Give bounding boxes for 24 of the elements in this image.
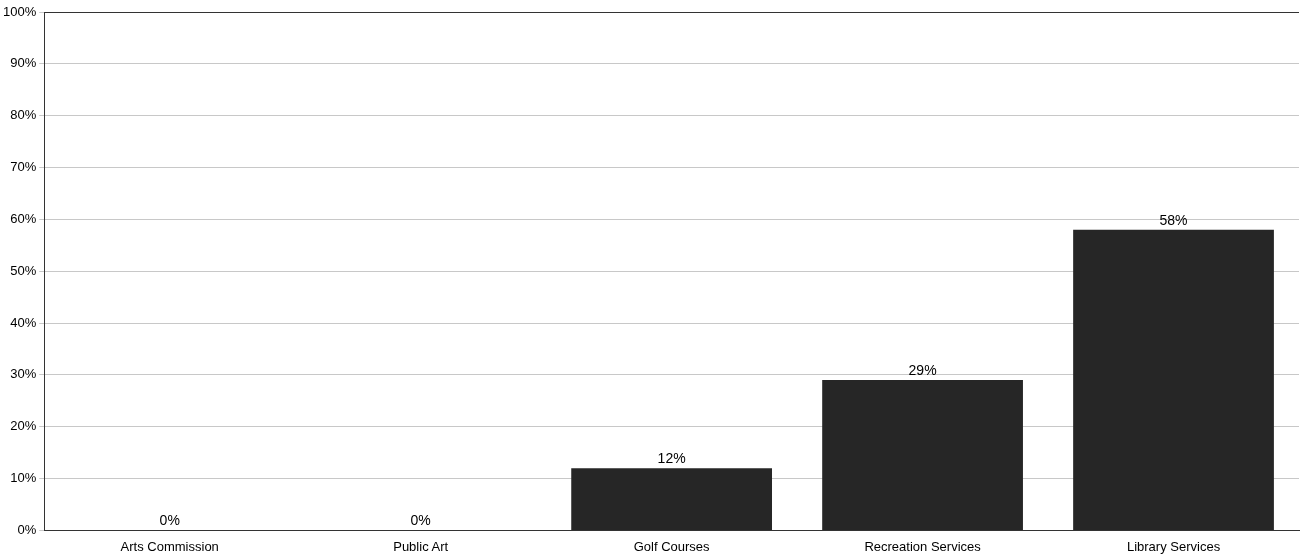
x-tick-label: Golf Courses xyxy=(633,538,711,554)
y-tick-label: 70% xyxy=(10,159,37,175)
data-label: 0% xyxy=(159,512,180,529)
x-tick-label: Arts Commission xyxy=(120,538,219,554)
bar xyxy=(1073,229,1274,530)
bar xyxy=(571,468,773,530)
y-tick-label: 50% xyxy=(10,262,37,278)
y-tick-label: 80% xyxy=(10,107,37,123)
y-tick-label: 0% xyxy=(17,521,37,537)
y-tick-label: 90% xyxy=(10,55,37,71)
x-tick-label: Public Art xyxy=(393,538,449,554)
data-label: 12% xyxy=(657,450,686,467)
y-tick-label: 60% xyxy=(10,210,37,226)
data-label: 0% xyxy=(410,512,431,529)
y-tick-label: 20% xyxy=(10,418,37,434)
y-tick-label: 40% xyxy=(10,314,37,330)
x-tick-label: Library Services xyxy=(1126,538,1221,554)
bar xyxy=(822,380,1023,530)
data-label: 29% xyxy=(908,361,937,378)
data-label: 58% xyxy=(1159,211,1188,228)
x-tick-label: Recreation Services xyxy=(864,538,982,554)
y-tick-label: 30% xyxy=(10,366,37,382)
y-tick-label: 10% xyxy=(10,470,37,486)
y-tick-label: 100% xyxy=(3,3,37,19)
